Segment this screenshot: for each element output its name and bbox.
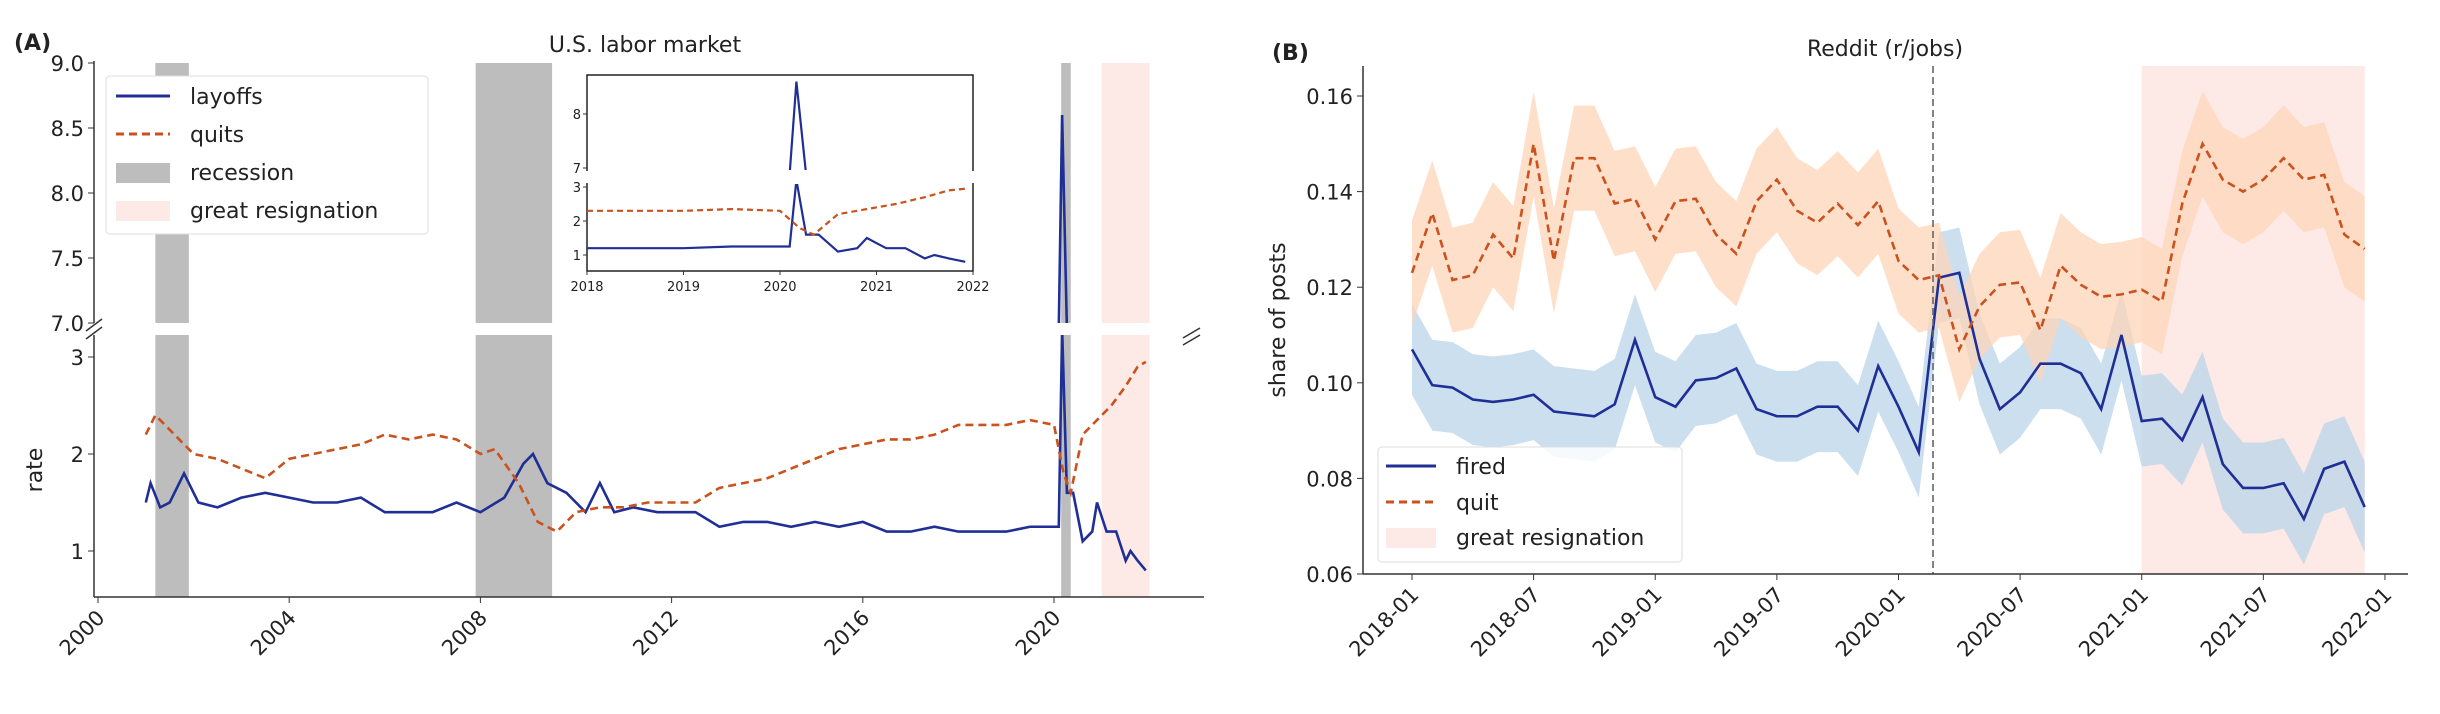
recession-band [155,335,189,597]
x-tick-label: 2019-07 [1709,583,1788,662]
legend-great-resignation: great resignation [190,199,378,224]
panel-b-legend: fired quit great resignation [1377,446,1683,563]
inset-series-layoffs-lower [587,184,966,263]
y-tick-label: 8.0 [51,182,84,206]
series-quits-lower [144,360,1147,534]
legend-fired: fired [1456,455,1506,480]
series-layoffs-lower [144,335,1147,572]
y-tick-label: 0.14 [1306,181,1353,205]
recession-band [1061,63,1071,323]
panel-a-title: U.S. labor market [549,33,742,58]
x-tick-label: 2020-01 [1831,583,1910,662]
x-tick-label: 2018-01 [1345,583,1424,662]
panel-a-labor-market: (A) U.S. labor market rate 7.0 7.5 8.0 8.5 9… [14,31,1204,660]
legend-swatch-great-resignation [1386,528,1436,548]
panel-b-title: Reddit (r/jobs) [1807,37,1963,62]
y-tick-label: 3 [71,346,84,370]
legend-box [105,75,429,235]
x-tick-label: 2022-01 [2317,583,2396,662]
x-tick-label: 2021-01 [2074,583,2153,662]
inset-y-tick-label: 1 [573,249,581,264]
axis-break-mark [1182,334,1201,346]
inset-x-tick-label: 2018 [570,280,603,295]
y-tick-label: 0.10 [1306,372,1353,396]
legend-swatch-recession [116,163,170,183]
y-tick-label: 9.0 [51,52,84,76]
great-resignation-band [1101,335,1150,597]
panel-b-reddit: (B) Reddit (r/jobs) share of posts 0.06 0… [1266,37,2408,662]
x-tick-label: 2004 [246,606,301,661]
y-tick-label: 0.06 [1306,563,1353,587]
x-tick-label: 2000 [55,606,110,661]
legend-recession: recession [190,161,294,186]
panel-b-ylabel: share of posts [1266,242,1291,397]
legend-great-resignation: great resignation [1456,526,1644,551]
x-tick-label: 2020-07 [1953,583,2032,662]
inset-chart: 7 8 1 2 3 2018 2019 2020 2021 2022 [570,74,990,295]
inset-series-quits-lower [587,187,966,236]
y-tick-label: 7.0 [51,312,84,336]
inset-x-tick-label: 2022 [956,280,989,295]
y-tick-label: 0.16 [1306,85,1353,109]
y-tick-label: 0.12 [1306,276,1353,300]
series-fired [1410,271,2366,523]
legend-layoffs: layoffs [190,85,263,110]
x-tick-label: 2019-01 [1588,583,1667,662]
legend-box [1377,446,1683,563]
recession-band [475,335,553,597]
x-tick-label: 2021-07 [2196,583,2275,662]
y-tick-label: 2 [71,443,84,467]
series-quit [1410,140,2366,354]
inset-y-tick-label: 3 [573,181,581,196]
legend-quit: quit [1456,491,1499,516]
panel-b-label: (B) [1272,41,1309,66]
inset-break-gap [581,171,979,183]
legend-quits: quits [190,123,244,148]
inset-x-tick-label: 2020 [763,280,796,295]
x-tick-label: 2008 [437,606,492,661]
recession-band [475,63,553,323]
ci-band-quit [1412,91,2365,402]
inset-y-tick-label: 8 [573,108,581,123]
y-tick-label: 7.5 [51,247,84,271]
x-tick-label: 2016 [820,606,875,661]
axis-break-mark [85,326,103,340]
panel-a-legend: layoffs quits recession great resignatio… [105,75,429,235]
great-resignation-band [1101,63,1150,323]
legend-swatch-great-resignation [116,201,170,221]
panel-a-ylabel: rate [23,448,48,493]
axis-break-mark [1182,327,1201,339]
axis-break-mark [85,318,103,332]
x-tick-label: 2012 [628,606,683,661]
inset-x-tick-label: 2021 [860,280,893,295]
y-tick-label: 1 [71,540,84,564]
inset-x-tick-label: 2019 [667,280,700,295]
panel-a-label: (A) [14,31,51,56]
x-tick-label: 2020 [1011,606,1066,661]
x-tick-label: 2018-07 [1466,583,1545,662]
y-tick-label: 8.5 [51,117,84,141]
inset-y-tick-label: 2 [573,215,581,230]
inset-y-tick-label: 7 [573,162,581,177]
y-tick-label: 0.08 [1306,467,1353,491]
